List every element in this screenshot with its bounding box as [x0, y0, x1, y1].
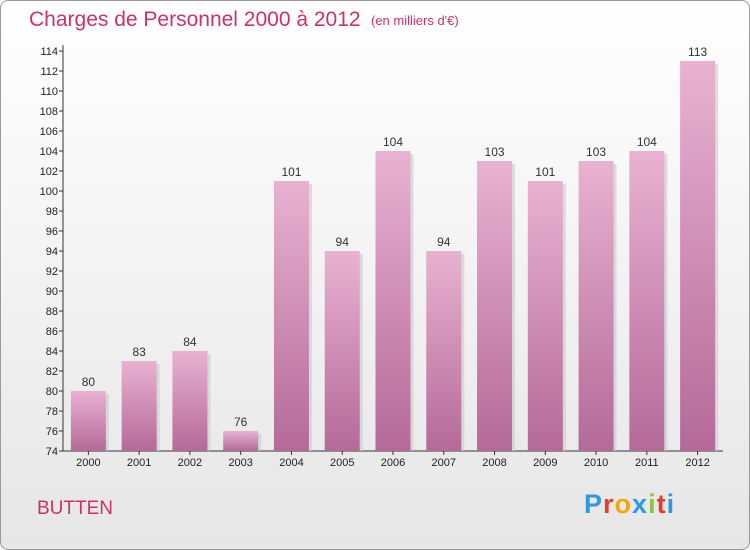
y-tick-label: 114: [40, 46, 58, 58]
y-tick-label: 90: [46, 286, 58, 298]
y-tick-label: 82: [46, 366, 58, 378]
bar: [477, 161, 513, 451]
bar-value-label: 101: [535, 165, 555, 179]
bar-value-label: 94: [437, 235, 451, 249]
bar-value-label: 103: [586, 145, 606, 159]
bar-value-label: 104: [637, 135, 657, 149]
bar: [172, 351, 208, 451]
y-tick-label: 92: [46, 266, 58, 278]
bar-value-label: 80: [82, 375, 96, 389]
x-tick-label: 2000: [76, 457, 100, 469]
x-tick-label: 2006: [381, 457, 405, 469]
y-tick-label: 104: [40, 146, 58, 158]
bar: [527, 181, 563, 451]
x-tick-label: 2001: [127, 457, 151, 469]
proxiti-logo[interactable]: Proxiti: [584, 489, 675, 520]
y-tick-label: 102: [40, 166, 58, 178]
bar: [121, 361, 157, 451]
y-tick-label: 76: [46, 426, 58, 438]
bar-value-label: 101: [281, 165, 301, 179]
logo-letter: i: [648, 489, 657, 519]
bar-value-label: 84: [183, 335, 197, 349]
bar: [375, 151, 411, 451]
x-tick-label: 2011: [635, 457, 659, 469]
x-tick-label: 2007: [432, 457, 456, 469]
logo-letter: x: [632, 489, 649, 519]
x-tick-label: 2010: [584, 457, 608, 469]
logo-letter: t: [656, 489, 667, 519]
y-tick-label: 80: [46, 386, 58, 398]
y-tick-label: 108: [40, 106, 58, 118]
bars: 80 83 84 76 101 94 104 94 103 101 103 104 113: [70, 45, 719, 451]
y-tick-label: 94: [46, 246, 58, 258]
logo-letter: o: [614, 489, 633, 519]
bar: [629, 151, 665, 451]
x-tick-label: 2002: [178, 457, 202, 469]
y-tick-label: 88: [46, 306, 58, 318]
bar-value-label: 113: [688, 45, 707, 59]
y-tick-label: 78: [46, 406, 58, 418]
bar: [223, 431, 259, 451]
bar-value-label: 94: [336, 235, 350, 249]
bar-value-label: 104: [383, 135, 403, 149]
bar-value-label: 83: [132, 345, 146, 359]
y-tick-label: 98: [46, 206, 58, 218]
chart-subtitle: (en milliers d'€): [371, 13, 459, 28]
y-tick-label: 100: [40, 186, 58, 198]
y-tick-label: 110: [40, 86, 58, 98]
x-tick-label: 2003: [228, 457, 252, 469]
logo-letter: P: [584, 489, 604, 519]
x-tick-label: 2005: [330, 457, 354, 469]
y-tick-label: 84: [46, 346, 58, 358]
bar: [324, 251, 360, 451]
y-tick-label: 106: [40, 126, 58, 138]
x-tick-label: 2004: [279, 457, 303, 469]
bar: [426, 251, 462, 451]
x-tick-label: 2012: [685, 457, 709, 469]
y-tick-label: 86: [46, 326, 58, 338]
y-tick-label: 96: [46, 226, 58, 238]
logo-letter: i: [666, 489, 676, 519]
bar-value-label: 76: [234, 415, 248, 429]
bar-value-label: 103: [485, 145, 505, 159]
x-tick-label: 2008: [482, 457, 506, 469]
bar: [578, 161, 614, 451]
x-tick-label: 2009: [533, 457, 557, 469]
bar: [70, 391, 106, 451]
y-tick-label: 74: [46, 446, 58, 458]
y-tick-label: 112: [40, 66, 58, 78]
chart-title: Charges de Personnel 2000 à 2012: [29, 8, 361, 31]
place-name: BUTTEN: [37, 498, 113, 519]
logo-letter: r: [603, 489, 615, 519]
bar: [273, 181, 309, 451]
bar: [680, 61, 716, 451]
